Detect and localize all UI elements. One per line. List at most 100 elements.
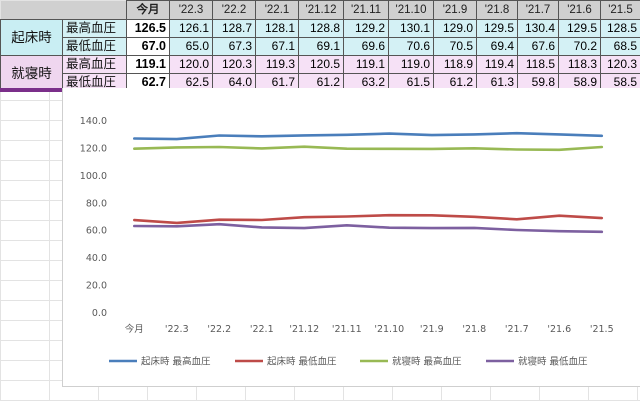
- y-tick-label: 20.0: [86, 281, 107, 292]
- y-tick-label: 140.0: [80, 116, 107, 127]
- table-cell: 69.1: [298, 37, 344, 56]
- series-line-1: [133, 213, 604, 225]
- y-tick-label: 100.0: [80, 171, 107, 182]
- bp-table: 今月 '22.3'22.2'22.1'21.12'21.11'21.10'21.9…: [0, 0, 640, 92]
- table-cell: 65.0: [169, 37, 213, 56]
- table-cell: 62.7: [126, 73, 170, 92]
- table-cell: 120.0: [169, 55, 213, 74]
- table-cell: 119.3: [255, 55, 299, 74]
- table-corner: [0, 0, 127, 20]
- column-header-8: '21.8: [476, 0, 518, 20]
- y-tick-label: 80.0: [86, 198, 107, 209]
- table-cell: 119.4: [476, 55, 518, 74]
- table-cell: 118.5: [517, 55, 559, 74]
- table-cell: 126.1: [169, 19, 213, 38]
- x-tick-label: '21.12: [289, 324, 319, 335]
- column-header-5: '21.11: [343, 0, 389, 20]
- table-cell: 129.0: [433, 19, 477, 38]
- legend-label-2: 就寝時 最高血圧: [392, 356, 462, 368]
- x-tick-label: '22.3: [165, 324, 189, 335]
- table-cell: 70.6: [388, 37, 434, 56]
- series-line-2: [133, 145, 604, 152]
- table-cell: 130.4: [517, 19, 559, 38]
- table-row-sleep-1: 最低血圧 62.7 62.5 64.0 61.7 61.2 63.2 61.5 61.2 61.3…: [1, 73, 640, 92]
- table-cell: 68.5: [600, 37, 640, 56]
- column-header-7: '21.9: [433, 0, 477, 20]
- x-tick-label: '21.9: [420, 324, 444, 335]
- table-row-wake-1: 最低血圧 67.0 65.0 67.3 67.1 69.1 69.6 70.6 70.5 69.4…: [1, 37, 640, 56]
- x-tick-label: '21.5: [590, 324, 614, 335]
- table-cell: 120.3: [212, 55, 256, 74]
- table-row-wake-0: 起床時 最高血圧 126.5 126.1 128.7 128.1 128.8 129.2 130…: [0, 19, 640, 56]
- column-header-9: '21.7: [517, 0, 559, 20]
- column-header-4: '21.12: [298, 0, 344, 20]
- table-cell: 69.4: [476, 37, 518, 56]
- table-cell: 59.8: [517, 73, 559, 92]
- y-tick-label: 0.0: [92, 308, 107, 319]
- x-tick-label: 今月: [125, 323, 144, 335]
- table-cell: 118.3: [558, 55, 601, 74]
- table-cell: 126.5: [126, 19, 170, 38]
- table-cell: 62.5: [169, 73, 213, 92]
- row-label: 最高血圧: [62, 55, 127, 74]
- table-cell: 70.5: [433, 37, 477, 56]
- column-header-2: '22.2: [212, 0, 256, 20]
- x-tick-label: '21.6: [547, 324, 571, 335]
- table-cell: 61.2: [433, 73, 477, 92]
- column-header-10: '21.6: [558, 0, 601, 20]
- chart-panel: 0.0 20.0 40.0 60.0 80.0 100.0 120.0 140.0 今月 '22.…: [62, 88, 640, 387]
- table-cell: 61.2: [298, 73, 344, 92]
- table-cell: 129.2: [343, 19, 389, 38]
- table-cell: 119.1: [126, 55, 170, 74]
- table-cell: 128.8: [298, 19, 344, 38]
- series-line-0: [133, 131, 604, 141]
- x-tick-label: '21.10: [374, 324, 404, 335]
- x-tick-label: '21.11: [332, 324, 362, 335]
- y-tick-label: 120.0: [80, 143, 107, 154]
- y-tick-label: 40.0: [86, 253, 107, 264]
- table-cell: 119.0: [388, 55, 434, 74]
- legend-label-1: 起床時 最低血圧: [267, 356, 337, 368]
- table-cell: 58.5: [600, 73, 640, 92]
- x-tick-label: '22.2: [207, 324, 231, 335]
- x-tick-label: '22.1: [250, 324, 274, 335]
- row-label: 最低血圧: [62, 37, 127, 56]
- table-cell: 130.1: [388, 19, 434, 38]
- legend-label-3: 就寝時 最低血圧: [518, 356, 588, 368]
- x-tick-label: '21.8: [462, 324, 486, 335]
- table-cell: 70.2: [558, 37, 601, 56]
- table-cell: 61.3: [476, 73, 518, 92]
- column-header-6: '21.10: [388, 0, 434, 20]
- x-tick-label: '21.7: [505, 324, 529, 335]
- table-cell: 129.5: [558, 19, 601, 38]
- table-cell: 128.1: [255, 19, 299, 38]
- table-cell: 67.6: [517, 37, 559, 56]
- table-header-row: 今月 '22.3'22.2'22.1'21.12'21.11'21.10'21.9…: [0, 0, 640, 20]
- table-row-sleep-0: 就寝時 最高血圧 119.1 120.0 120.3 119.3 120.5 119.1 119…: [0, 55, 640, 92]
- table-cell: 64.0: [212, 73, 256, 92]
- row-label: 最高血圧: [62, 19, 127, 38]
- table-cell: 119.1: [343, 55, 389, 74]
- table-cell: 67.3: [212, 37, 256, 56]
- table-cell: 129.5: [476, 19, 518, 38]
- table-cell: 67.1: [255, 37, 299, 56]
- column-header-3: '22.1: [255, 0, 299, 20]
- table-cell: 67.0: [126, 37, 170, 56]
- y-tick-label: 60.0: [86, 226, 107, 237]
- legend-label-0: 起床時 最高血圧: [141, 356, 211, 368]
- bp-line-chart: 0.0 20.0 40.0 60.0 80.0 100.0 120.0 140.0 今月 '22.…: [80, 116, 614, 368]
- table-cell: 120.3: [600, 55, 640, 74]
- series-line-3: [133, 222, 604, 234]
- table-cell: 128.5: [600, 19, 640, 38]
- column-header-0: 今月: [126, 0, 170, 20]
- group-label-wake: 起床時: [0, 19, 63, 56]
- column-header-1: '22.3: [169, 0, 213, 20]
- table-cell: 118.9: [433, 55, 477, 74]
- table-cell: 63.2: [343, 73, 389, 92]
- table-cell: 120.5: [298, 55, 344, 74]
- table-cell: 61.7: [255, 73, 299, 92]
- table-cell: 69.6: [343, 37, 389, 56]
- group-label-sleep: 就寝時: [0, 55, 63, 92]
- table-cell: 58.9: [558, 73, 601, 92]
- column-header-11: '21.5: [600, 0, 640, 20]
